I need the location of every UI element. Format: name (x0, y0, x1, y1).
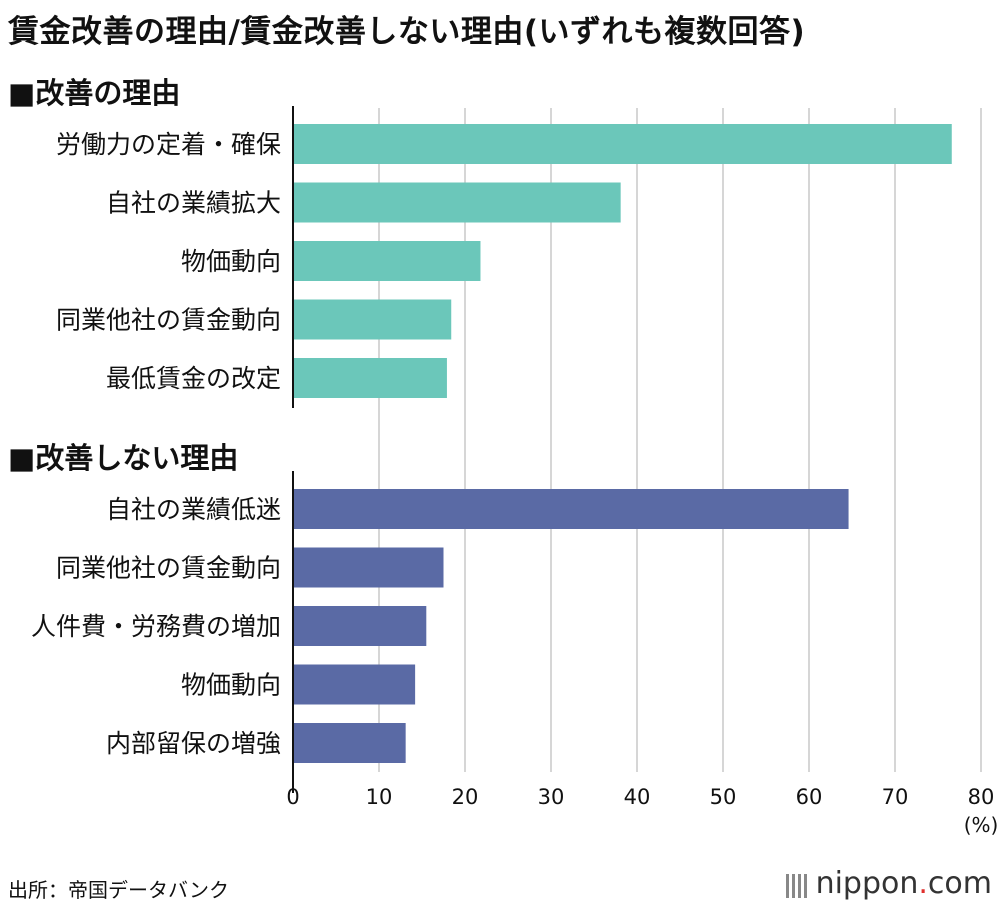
x-tick-label: 40 (624, 785, 651, 809)
category-label: 内部留保の増強 (106, 729, 281, 758)
bars (293, 124, 952, 763)
bar (293, 547, 444, 588)
x-tick-label: 30 (538, 785, 565, 809)
section-heading-reasons: ■改善の理由 (8, 76, 181, 110)
bar (293, 606, 427, 646)
bar (293, 723, 406, 763)
nippon-logo: nippon.com (785, 866, 992, 902)
bar (293, 299, 452, 340)
category-label: 同業他社の賃金動向 (56, 306, 281, 335)
x-tick-label: 70 (882, 785, 909, 809)
logo-dot: . (918, 866, 928, 901)
x-tick-label: 0 (286, 785, 299, 809)
bar (293, 124, 952, 164)
category-labels: 労働力の定着・確保自社の業績拡大物価動向同業他社の賃金動向最低賃金の改定自社の業… (31, 130, 281, 758)
x-tick-label: 20 (452, 785, 479, 809)
axes: 0 10 20 30 40 50 60 70 80 (%) (286, 106, 998, 837)
x-tick-label: 10 (366, 785, 393, 809)
bar (293, 241, 481, 281)
logo-tld: com (927, 866, 992, 901)
bar (293, 664, 416, 705)
logo-name: nippon (815, 866, 919, 901)
source-note: 出所：帝国データバンク (8, 878, 229, 902)
bar (293, 182, 621, 223)
x-tick-label: 50 (710, 785, 737, 809)
category-label: 労働力の定着・確保 (56, 130, 281, 159)
bar (293, 358, 447, 398)
bar (293, 489, 849, 529)
section-heading-no-reasons: ■改善しない理由 (8, 441, 239, 475)
bar-chart: 労働力の定着・確保自社の業績拡大物価動向同業他社の賃金動向最低賃金の改定自社の業… (31, 106, 998, 837)
x-unit-label: (%) (964, 813, 999, 837)
x-tick-label: 80 (968, 785, 995, 809)
category-label: 自社の業績低迷 (106, 495, 281, 524)
x-tick-label: 60 (796, 785, 823, 809)
category-label: 人件費・労務費の増加 (31, 612, 281, 641)
chart-title: 賃金改善の理由/賃金改善しない理由(いずれも複数回答) (8, 14, 806, 50)
category-label: 最低賃金の改定 (106, 364, 281, 393)
category-label: 自社の業績拡大 (106, 189, 281, 218)
category-label: 物価動向 (181, 247, 281, 276)
category-label: 物価動向 (181, 671, 281, 700)
category-label: 同業他社の賃金動向 (56, 554, 281, 583)
logo-bars-icon (785, 867, 810, 902)
